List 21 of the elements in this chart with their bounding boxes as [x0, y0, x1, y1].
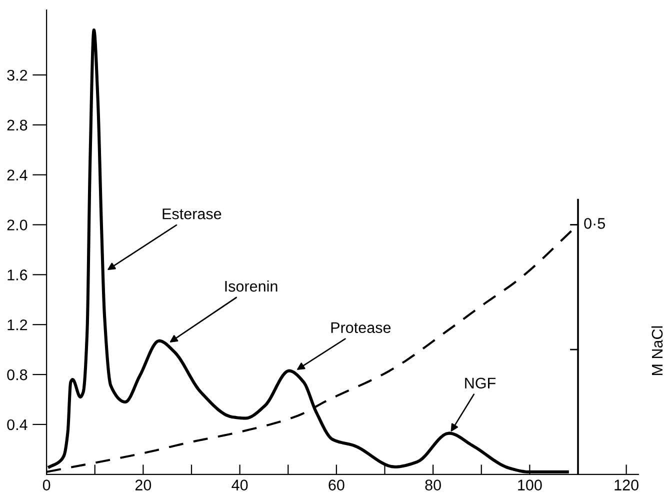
y-tick-label: 2.0: [7, 220, 28, 230]
annotation: NGF: [465, 378, 496, 389]
x-tick-label: 40: [232, 480, 248, 490]
x-tick-label: 100: [518, 480, 542, 490]
y-tick-label: 2.4: [7, 170, 28, 180]
y-tick-label: 1.2: [8, 319, 28, 330]
y-tick-label: 3.2: [7, 70, 28, 81]
annotation: Esterase: [162, 208, 222, 220]
x-tick-label: 0: [42, 480, 50, 490]
y-tick-label: 1.6: [8, 270, 28, 280]
annotation: 0·5: [584, 218, 606, 229]
x-tick-label: 120: [614, 480, 638, 490]
y-tick-label: 2.8: [7, 120, 28, 131]
ref-line-label: M NaCl: [651, 326, 663, 376]
x-tick-label: 20: [135, 480, 152, 490]
annotation: Isorenin: [225, 280, 278, 292]
y-tick-label: 0.4: [7, 419, 28, 430]
x-tick-label: 80: [425, 480, 441, 490]
x-tick-label: 60: [328, 480, 344, 490]
y-tick-label: 0.8: [7, 369, 28, 380]
annotation: Protease: [331, 322, 391, 334]
